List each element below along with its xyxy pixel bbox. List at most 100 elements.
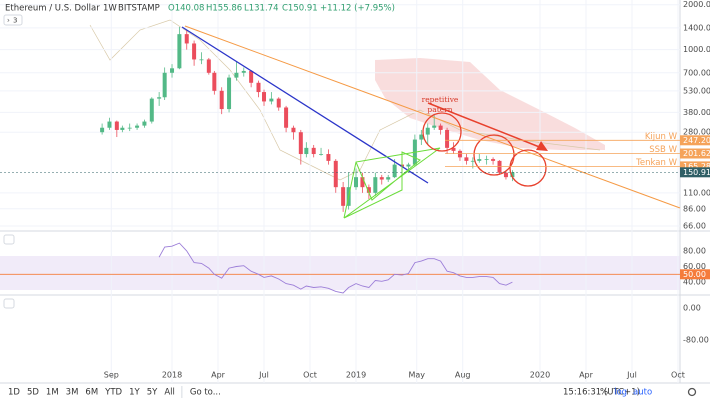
collapse-button[interactable] — [3, 14, 23, 26]
price-label: 150.91 — [683, 168, 710, 177]
range-button[interactable]: 3M — [66, 388, 79, 398]
range-button[interactable]: 1Y — [129, 388, 140, 398]
candle-body — [177, 34, 182, 69]
candle-body — [227, 77, 232, 110]
candle-body — [438, 125, 443, 130]
x-tick-label: Apr — [211, 371, 226, 380]
pane-toggle[interactable] — [3, 234, 15, 245]
candle-body — [276, 98, 281, 108]
candle-body — [451, 147, 456, 151]
candle-body — [392, 164, 397, 178]
range-button[interactable]: All — [164, 388, 175, 398]
range-button[interactable]: YTD — [104, 388, 122, 398]
x-tick-label: May — [408, 371, 425, 380]
price-label: 201.62 — [683, 149, 710, 158]
trend-line — [184, 25, 681, 209]
quote-value: C150.91 — [282, 4, 318, 14]
pane-toggle[interactable] — [3, 298, 15, 309]
range-button[interactable]: 1M — [46, 388, 59, 398]
candle-body — [386, 177, 391, 180]
rsi-level-box — [680, 269, 710, 280]
clock: 15:16:31 (UTC+1) — [563, 388, 640, 398]
x-tick-label: Aug — [455, 371, 471, 380]
candle-body — [311, 147, 316, 155]
candle-body — [319, 154, 324, 155]
candle-body — [135, 125, 140, 128]
pattern-lines — [343, 147, 441, 219]
candle-body — [256, 82, 261, 93]
rsi-line — [158, 242, 513, 294]
macd-tick-label: -80.00 — [683, 336, 709, 345]
candle-body — [107, 121, 112, 128]
interval: 1W — [103, 4, 117, 14]
candle-body — [373, 177, 378, 193]
price-line-name: SSB W — [649, 145, 677, 155]
candle-body — [304, 147, 309, 155]
x-tick-label: Sep — [104, 371, 119, 380]
candle-body — [510, 172, 515, 178]
highlight-circle — [473, 134, 515, 176]
candle-body — [333, 160, 338, 188]
y-tick-label: 530.00 — [683, 86, 710, 95]
range-button[interactable]: 5D — [27, 388, 39, 398]
candle-body — [425, 127, 430, 135]
highlight-circle — [422, 112, 462, 152]
y-tick-label: 700.00 — [683, 68, 710, 77]
candle-body — [262, 92, 267, 102]
x-tick-label: 2019 — [346, 371, 366, 380]
x-tick-label: 2020 — [530, 371, 550, 380]
y-tick-label: 86.00 — [683, 204, 706, 213]
candle-body — [503, 172, 508, 178]
y-tick-label: 110.00 — [683, 188, 710, 197]
candle-body — [212, 72, 217, 91]
candle-body — [477, 159, 482, 161]
candle-body — [100, 127, 105, 133]
rsi-tick-label: 40.00 — [683, 278, 706, 287]
highlight-circle — [509, 149, 547, 187]
range-button[interactable]: 1D — [8, 388, 20, 398]
candle-body — [234, 72, 239, 78]
x-tick-label: Jul — [258, 371, 269, 380]
collapse-icon: › — [7, 17, 10, 25]
quote-change: +11.12 (+7.95%) — [320, 4, 395, 14]
candle-body — [219, 90, 224, 110]
price-label-box — [680, 161, 710, 172]
candle-body — [162, 72, 167, 98]
candle-body — [114, 121, 119, 130]
scale-option[interactable]: % — [600, 388, 608, 398]
goto-button[interactable]: Go to... — [190, 388, 221, 398]
y-tick-label: 280.00 — [683, 128, 710, 137]
candle-body — [457, 150, 462, 158]
annotation: repetitive — [422, 95, 459, 104]
candle-body — [120, 127, 125, 130]
settings-icon[interactable] — [687, 387, 697, 397]
annotation: patern — [427, 105, 452, 114]
scale-option[interactable]: log — [614, 388, 627, 398]
x-tick-label: Oct — [671, 371, 685, 380]
candle-body — [491, 159, 496, 161]
candle-body — [326, 154, 331, 161]
x-tick-label: Apr — [579, 371, 594, 380]
scale-option[interactable]: auto — [633, 388, 652, 398]
candle-body — [291, 127, 296, 133]
candle-body — [149, 98, 154, 122]
y-tick-label: 66.00 — [683, 221, 706, 230]
candle-body — [157, 97, 162, 99]
rsi-level-label: 50.00 — [683, 270, 706, 279]
symbol: Ethereum / U.S. Dollar — [5, 4, 100, 14]
y-tick-label: 2000.00 — [683, 0, 710, 9]
candle-body — [127, 127, 132, 129]
price-label-box — [680, 167, 710, 178]
rsi-tick-label: 80.00 — [683, 246, 706, 255]
x-tick-label: 2018 — [162, 371, 182, 380]
x-tick-label: Jul — [626, 371, 637, 380]
range-button[interactable]: 6M — [85, 388, 98, 398]
y-tick-label: 1000.00 — [683, 45, 710, 54]
range-button[interactable]: 5Y — [147, 388, 158, 398]
rsi-band — [0, 256, 680, 290]
candle-body — [464, 157, 469, 161]
candle-body — [470, 160, 475, 162]
candle-body — [170, 68, 175, 73]
price-line-name: Kijun W — [645, 132, 678, 142]
